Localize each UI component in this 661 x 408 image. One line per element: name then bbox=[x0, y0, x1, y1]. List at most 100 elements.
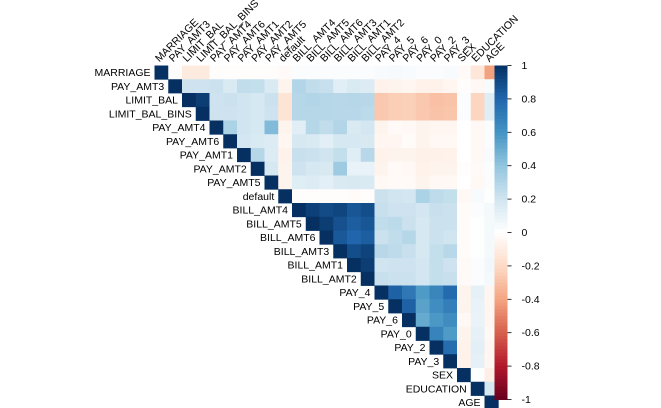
cell-marriage-pay-4: MARRIAGE / PAY_4: 0.03 bbox=[374, 65, 389, 80]
colorbar-strip bbox=[494, 305, 508, 310]
cell-marriage-pay-5: MARRIAGE / PAY_5: 0.04 bbox=[388, 65, 403, 80]
cell-pay-amt6-education: PAY_AMT6 / EDUCATION: -0.04 bbox=[470, 134, 485, 149]
cell-bill-amt4-education: BILL_AMT4 / EDUCATION: 0.02 bbox=[470, 203, 485, 218]
colorbar-strip bbox=[494, 92, 508, 97]
cell-pay-6-pay-6: PAY_6 / PAY_6: 1 bbox=[402, 313, 417, 328]
cell-limit-bal-bill-amt6: LIMIT_BAL / BILL_AMT6: 0.29 bbox=[319, 93, 334, 108]
cell-pay-4-pay-3: PAY_4 / PAY_3: 0.78 bbox=[443, 285, 458, 300]
cell-pay-amt3-pay-5: PAY_AMT3 / PAY_5: -0.06 bbox=[388, 79, 403, 94]
cell-limit-bal-pay-2: LIMIT_BAL / PAY_2: -0.3 bbox=[429, 93, 444, 108]
row-label-bill-amt6: BILL_AMT6 bbox=[260, 232, 316, 244]
cell-pay-amt5-education: PAY_AMT5 / EDUCATION: -0.04 bbox=[470, 175, 485, 190]
cell-pay-amt5-bill-amt1: PAY_AMT5 / BILL_AMT1: 0.17 bbox=[347, 175, 362, 190]
cell-marriage-pay-0: MARRIAGE / PAY_0: 0.02 bbox=[415, 65, 430, 80]
colorbar-strip bbox=[494, 339, 508, 344]
colorbar-strip bbox=[494, 255, 508, 260]
cell-pay-amt1-pay-2: PAY_AMT1 / PAY_2: -0.08 bbox=[429, 148, 444, 163]
cell-pay-amt2-bill-amt2: PAY_AMT2 / BILL_AMT2: 0.1 bbox=[360, 161, 375, 176]
cell-pay-4-education: PAY_4 / EDUCATION: 0.11 bbox=[470, 285, 485, 300]
colorbar-strip bbox=[494, 212, 508, 217]
cell-bill-amt6-pay-3: BILL_AMT6 / PAY_3: 0.2 bbox=[443, 230, 458, 245]
cell-pay-amt3-limit-bal-bins: PAY_AMT3 / LIMIT_BAL_BINS: 0.21 bbox=[195, 79, 210, 94]
cell-bill-amt3-sex: BILL_AMT3 / SEX: -0.02 bbox=[457, 244, 472, 259]
cell-pay-2-pay-3: PAY_2 / PAY_3: 0.77 bbox=[443, 340, 458, 355]
colorbar-strip bbox=[494, 336, 508, 340]
colorbar-strip bbox=[494, 285, 508, 290]
cell-bill-amt3-bill-amt2: BILL_AMT3 / BILL_AMT2: 0.93 bbox=[360, 244, 375, 259]
cell-limit-bal-pay-4: LIMIT_BAL / PAY_4: -0.27 bbox=[374, 93, 389, 108]
cell-pay-amt3-pay-2: PAY_AMT3 / PAY_2: -0.07 bbox=[429, 79, 444, 94]
row-label-pay-amt4: PAY_AMT4 bbox=[152, 122, 205, 134]
cell-pay-6-pay-2: PAY_6 / PAY_2: 0.58 bbox=[429, 313, 444, 328]
cell-marriage-pay-amt4: MARRIAGE / PAY_AMT4: -0.01 bbox=[209, 65, 224, 80]
cell-default-bill-amt4: default / BILL_AMT4: -0.01 bbox=[292, 189, 307, 204]
colorbar-tick-label: 0.6 bbox=[522, 127, 537, 139]
cell-bill-amt3-pay-4: BILL_AMT3 / PAY_4: 0.28 bbox=[374, 244, 389, 259]
cell-pay-4-pay-5: PAY_4 / PAY_5: 0.82 bbox=[388, 285, 403, 300]
cell-pay-amt6-pay-0: PAY_AMT6 / PAY_0: -0.06 bbox=[415, 134, 430, 149]
colorbar-strip bbox=[494, 115, 508, 120]
cell-pay-amt5-sex: PAY_AMT5 / SEX: 0 bbox=[457, 175, 472, 190]
row-label-limit-bal: LIMIT_BAL bbox=[125, 95, 178, 107]
cell-pay-6-education: PAY_6 / EDUCATION: 0.09 bbox=[470, 313, 485, 328]
cell-bill-amt4-bill-amt5: BILL_AMT4 / BILL_AMT5: 0.94 bbox=[305, 203, 320, 218]
cell-pay-5-pay-5: PAY_5 / PAY_5: 1 bbox=[388, 299, 403, 314]
cell-pay-amt4-pay-0: PAY_AMT4 / PAY_0: -0.06 bbox=[415, 120, 430, 135]
cell-limit-bal-pay-5: LIMIT_BAL / PAY_5: -0.25 bbox=[388, 93, 403, 108]
cell-default-education: default / EDUCATION: 0.03 bbox=[470, 189, 485, 204]
cell-limit-bal-bins-limit-bal-bins: LIMIT_BAL_BINS / LIMIT_BAL_BINS: 1 bbox=[195, 106, 210, 121]
row-label-bill-amt3: BILL_AMT3 bbox=[274, 246, 330, 258]
colorbar-strip bbox=[494, 302, 508, 307]
cell-default-bill-amt3: default / BILL_AMT3: -0.01 bbox=[333, 189, 348, 204]
cell-limit-bal-limit-bal-bins: LIMIT_BAL / LIMIT_BAL_BINS: 0.95 bbox=[195, 93, 210, 108]
cell-pay-amt3-sex: PAY_AMT3 / SEX: -0.01 bbox=[457, 79, 472, 94]
cell-marriage-pay-amt5: MARRIAGE / PAY_AMT5: -0.01 bbox=[264, 65, 279, 80]
colorbar-strip bbox=[494, 112, 508, 117]
cell-marriage-bill-amt1: MARRIAGE / BILL_AMT1: 0.02 bbox=[347, 65, 362, 80]
cell-pay-amt6-bill-amt5: PAY_AMT6 / BILL_AMT5: 0.16 bbox=[305, 134, 320, 149]
cell-pay-amt6-pay-4: PAY_AMT6 / PAY_4: -0.05 bbox=[374, 134, 389, 149]
cell-bill-amt4-bill-amt1: BILL_AMT4 / BILL_AMT1: 0.86 bbox=[347, 203, 362, 218]
cell-pay-amt3-default: PAY_AMT3 / default: -0.06 bbox=[278, 79, 293, 94]
colorbar-strip bbox=[494, 349, 508, 354]
colorbar-strip bbox=[494, 316, 508, 320]
cell-pay-amt2-default: PAY_AMT2 / default: -0.06 bbox=[278, 161, 293, 176]
colorbar-strip bbox=[494, 192, 508, 197]
colorbar-strip bbox=[494, 342, 508, 347]
cell-pay-amt4-pay-2: PAY_AMT4 / PAY_2: -0.05 bbox=[429, 120, 444, 135]
cell-bill-amt1-pay-6: BILL_AMT1 / PAY_6: 0.21 bbox=[402, 258, 417, 273]
cell-pay-amt4-pay-amt1: PAY_AMT4 / PAY_AMT1: 0.2 bbox=[237, 120, 252, 135]
colorbar-strip bbox=[494, 222, 508, 227]
cell-bill-amt6-pay-4: BILL_AMT6 / PAY_4: 0.22 bbox=[374, 230, 389, 245]
cell-pay-amt3-pay-amt3: PAY_AMT3 / PAY_AMT3: 1 bbox=[168, 79, 183, 94]
cell-pay-amt3-pay-amt4: PAY_AMT3 / PAY_AMT4: 0.22 bbox=[209, 79, 224, 94]
cell-pay-amt4-pay-amt5: PAY_AMT4 / PAY_AMT5: 0.44 bbox=[264, 120, 279, 135]
colorbar-strip bbox=[494, 142, 508, 147]
colorbar-strip bbox=[494, 125, 508, 130]
colorbar-strip bbox=[494, 396, 508, 400]
cell-pay-amt6-bill-amt6: PAY_AMT6 / BILL_AMT6: 0.12 bbox=[319, 134, 334, 149]
cell-marriage-pay-6: MARRIAGE / PAY_6: 0.03 bbox=[402, 65, 417, 80]
cell-bill-amt4-sex: BILL_AMT4 / SEX: -0.02 bbox=[457, 203, 472, 218]
cell-pay-amt1-pay-3: PAY_AMT1 / PAY_3: -0.07 bbox=[443, 148, 458, 163]
cell-bill-amt6-education: BILL_AMT6 / EDUCATION: 0.01 bbox=[470, 230, 485, 245]
cell-bill-amt6-bill-amt3: BILL_AMT6 / BILL_AMT3: 0.85 bbox=[333, 230, 348, 245]
colorbar-strip bbox=[494, 372, 508, 377]
cell-marriage-pay-2: MARRIAGE / PAY_2: 0.02 bbox=[429, 65, 444, 80]
colorbar-strip bbox=[494, 175, 508, 180]
colorbar-strip bbox=[494, 68, 508, 73]
cell-pay-amt2-sex: PAY_AMT2 / SEX: -0.01 bbox=[457, 161, 472, 176]
colorbar-strip bbox=[494, 346, 508, 350]
cell-pay-amt3-bill-amt5: PAY_AMT3 / BILL_AMT5: 0.25 bbox=[305, 79, 320, 94]
cell-limit-bal-pay-3: LIMIT_BAL / PAY_3: -0.29 bbox=[443, 93, 458, 108]
row-label-pay-4: PAY_4 bbox=[339, 287, 370, 299]
cell-bill-amt6-bill-amt6: BILL_AMT6 / BILL_AMT6: 1 bbox=[319, 230, 334, 245]
cell-pay-amt6-pay-amt6: PAY_AMT6 / PAY_AMT6: 1 bbox=[223, 134, 238, 149]
cell-marriage-pay-3: MARRIAGE / PAY_3: 0.03 bbox=[443, 65, 458, 80]
cell-bill-amt1-pay-5: BILL_AMT1 / PAY_5: 0.21 bbox=[388, 258, 403, 273]
colorbar-strip bbox=[494, 108, 508, 113]
row-label-pay-amt3: PAY_AMT3 bbox=[111, 81, 164, 93]
cell-pay-amt4-education: PAY_AMT4 / EDUCATION: -0.04 bbox=[470, 120, 485, 135]
cell-pay-3-sex: PAY_3 / SEX: -0.07 bbox=[457, 354, 472, 369]
cell-pay-4-pay-4: PAY_4 / PAY_4: 1 bbox=[374, 285, 389, 300]
